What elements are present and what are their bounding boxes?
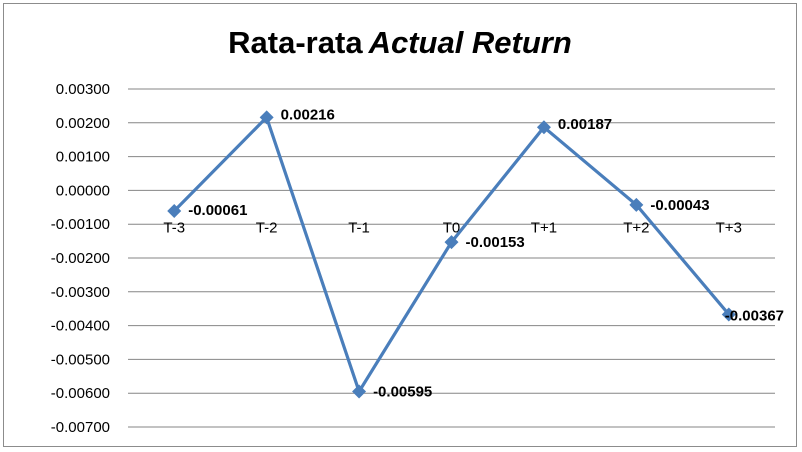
data-point-marker xyxy=(721,307,736,322)
chart-title: Rata-rata Actual Return xyxy=(228,25,572,60)
x-tick-label: T-2 xyxy=(256,219,278,236)
y-axis-tick-labels: 0.00300 0.00200 0.00100 0.00000 -0.00100 -0.0… xyxy=(51,81,110,436)
gridlines xyxy=(128,88,775,428)
y-tick-label: -0.00200 xyxy=(51,250,110,267)
x-tick-label: T+1 xyxy=(531,219,557,236)
data-label: -0.00153 xyxy=(466,234,525,251)
data-point-marker xyxy=(259,110,274,125)
y-tick-label: -0.00100 xyxy=(51,216,110,233)
y-tick-label: 0.00200 xyxy=(56,115,110,132)
y-tick-label: 0.00300 xyxy=(56,81,110,98)
data-label: -0.00043 xyxy=(650,197,709,214)
data-point-marker xyxy=(167,204,182,219)
x-tick-label: T-1 xyxy=(348,219,370,236)
data-label: -0.00367 xyxy=(725,307,784,324)
data-point-marker xyxy=(444,235,459,250)
chart-title-plain: Rata-rata xyxy=(228,25,363,60)
x-axis-tick-labels: T-3 T-2 T-1 T0 T+1 T+2 T+3 xyxy=(163,219,742,236)
y-tick-label: -0.00300 xyxy=(51,284,110,301)
data-label: -0.00595 xyxy=(373,384,432,401)
data-label: 0.00216 xyxy=(281,106,335,123)
y-tick-label: -0.00700 xyxy=(51,419,110,436)
y-tick-label: -0.00600 xyxy=(51,385,110,402)
x-tick-label: T+2 xyxy=(623,219,649,236)
x-tick-label: T+3 xyxy=(716,219,742,236)
data-point-marker xyxy=(629,197,644,212)
y-tick-label: -0.00500 xyxy=(51,351,110,368)
x-tick-label: T-3 xyxy=(163,219,185,236)
y-tick-label: 0.00000 xyxy=(56,182,110,199)
y-tick-label: 0.00100 xyxy=(56,149,110,166)
series-line xyxy=(173,115,731,394)
data-labels: -0.00061 0.00216 -0.00595 -0.00153 0.00187 -0… xyxy=(188,106,784,400)
data-label: 0.00187 xyxy=(558,116,612,133)
chart-title-italic: Actual Return xyxy=(368,25,572,60)
data-point-marker xyxy=(536,120,551,135)
chart-frame xyxy=(3,3,797,447)
data-point-marker xyxy=(352,384,367,399)
y-tick-label: -0.00400 xyxy=(51,318,110,335)
data-label: -0.00061 xyxy=(188,202,247,219)
x-tick-label: T0 xyxy=(443,219,461,236)
series-markers xyxy=(167,110,736,399)
series-line-path xyxy=(173,115,731,394)
